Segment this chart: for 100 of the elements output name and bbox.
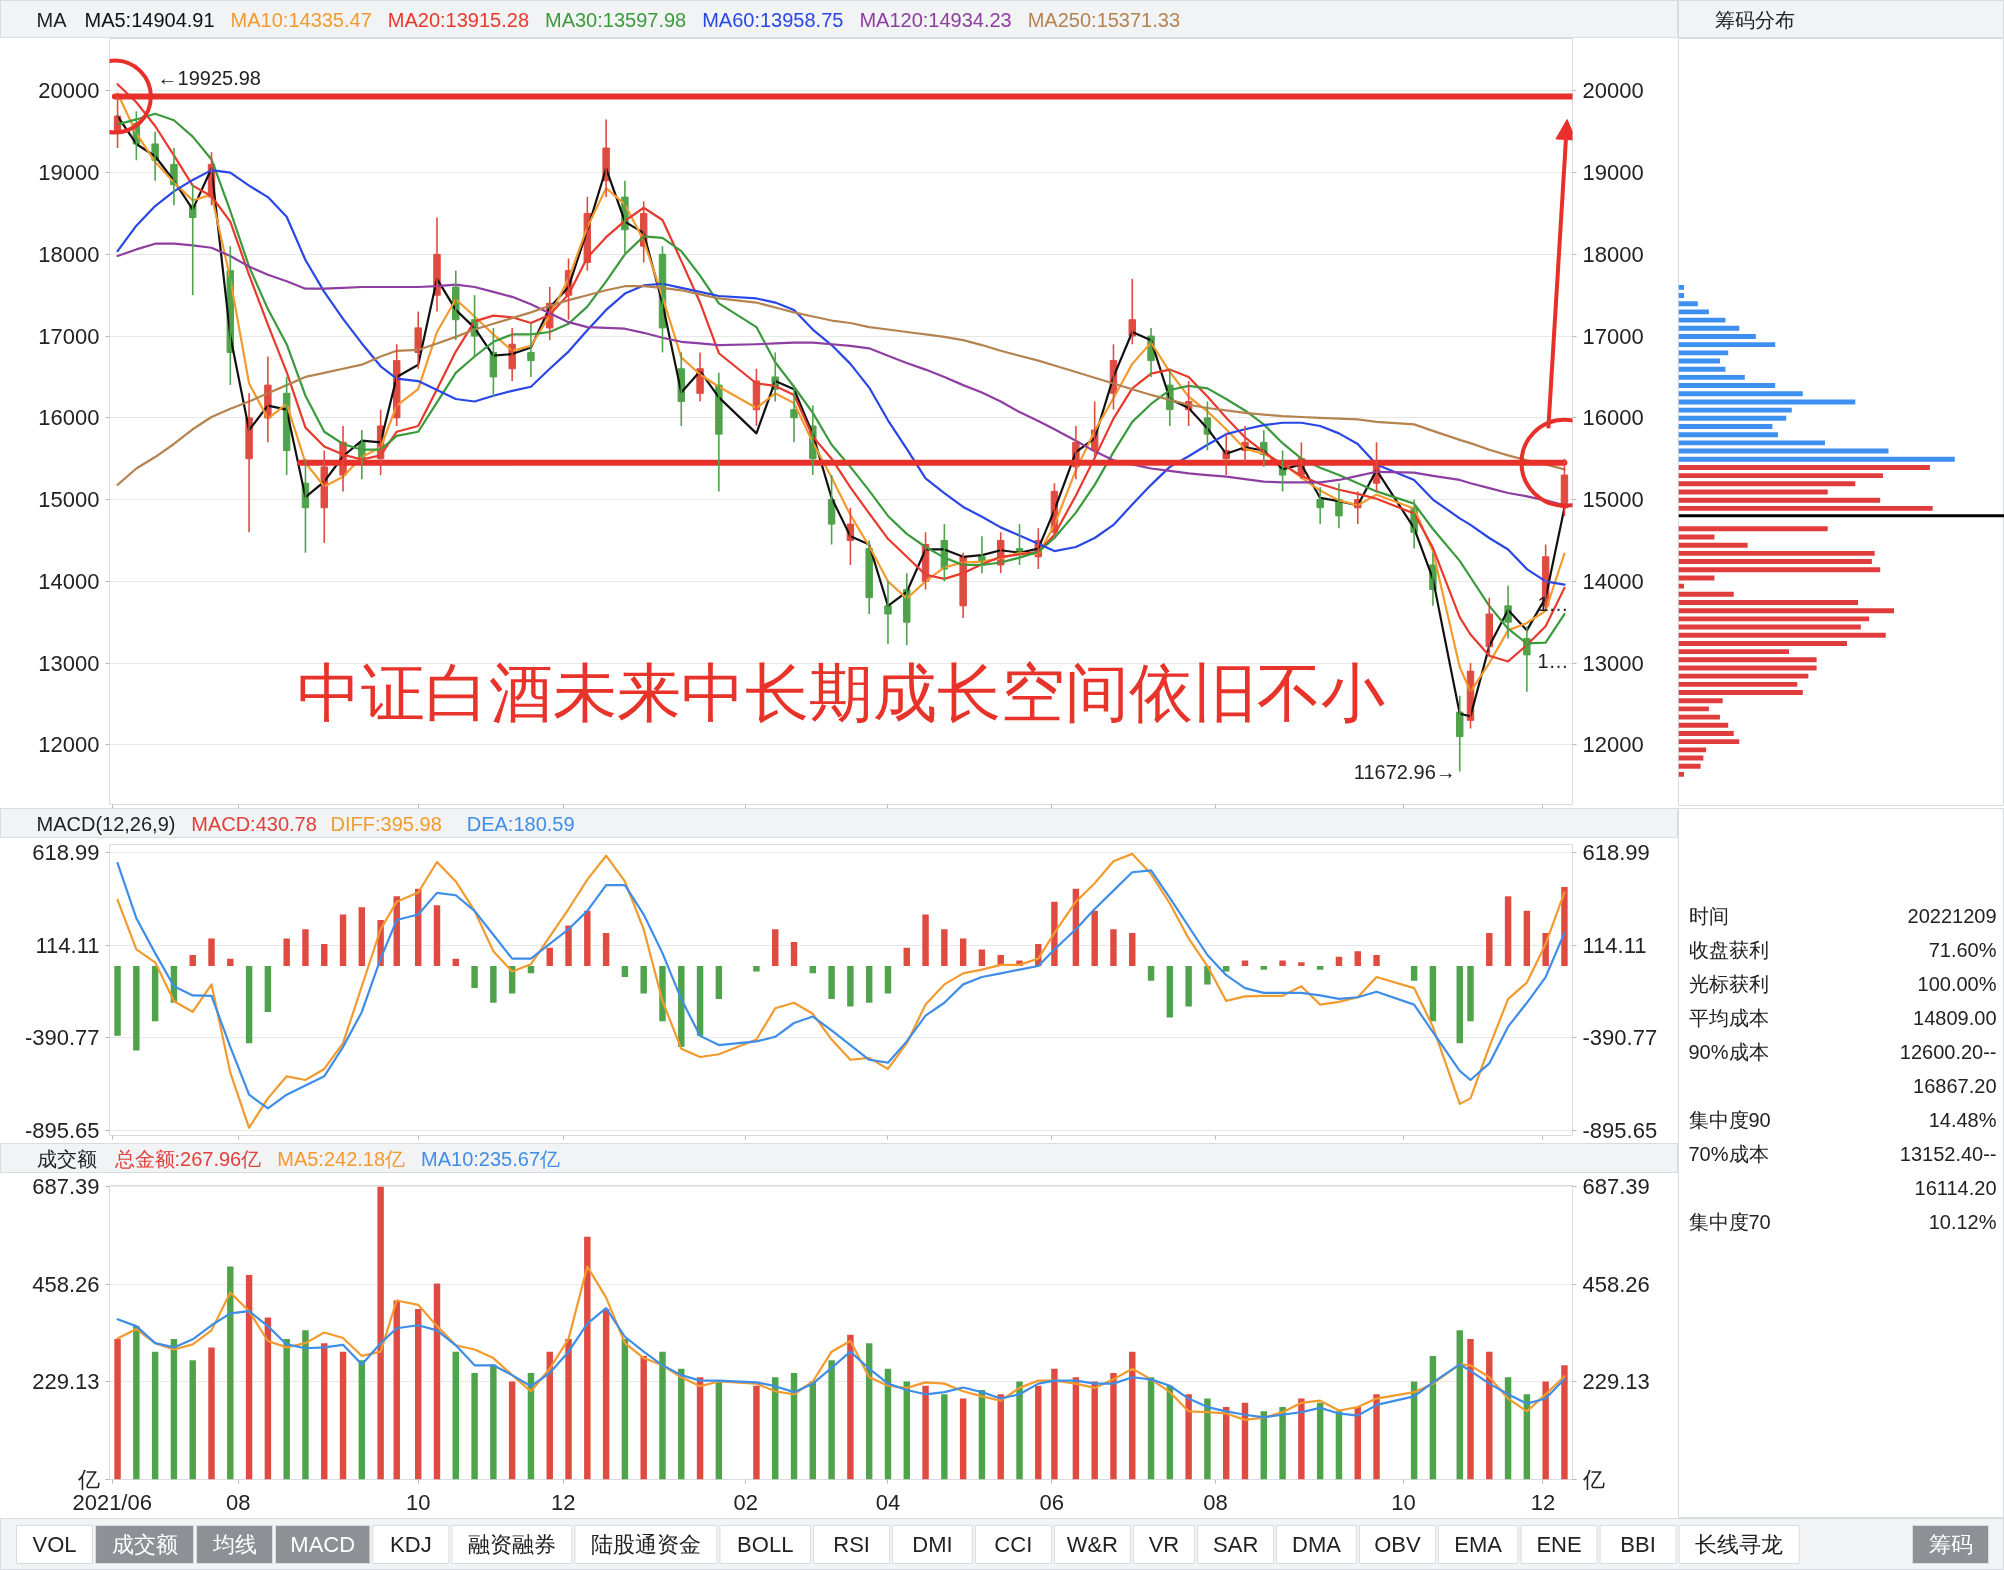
bar — [696, 966, 704, 1036]
bar — [565, 925, 572, 967]
bar — [1429, 966, 1437, 1022]
category-label: 融资融券 — [467, 1532, 556, 1557]
bar — [133, 966, 140, 1051]
bar — [753, 966, 760, 972]
bar — [922, 914, 929, 967]
bar — [847, 966, 854, 1007]
text: 12600.20-- — [1899, 1040, 1997, 1063]
bar — [1678, 383, 1776, 389]
bar — [828, 1360, 835, 1480]
bar — [1678, 464, 1930, 470]
bar — [1678, 690, 1803, 695]
bar — [358, 1360, 366, 1480]
bar — [321, 943, 328, 967]
bar — [1678, 649, 1790, 655]
bar — [1678, 366, 1726, 372]
bar — [1523, 910, 1531, 967]
bar — [1486, 1351, 1493, 1480]
text: MA5:242.18亿 — [277, 1147, 406, 1170]
bar — [1204, 1398, 1211, 1480]
bar — [1147, 1377, 1155, 1480]
x-tick-label: 12 — [1530, 1489, 1556, 1515]
bar — [1678, 698, 1723, 704]
text: 14809.00 — [1913, 1006, 1997, 1029]
bar — [1678, 374, 1745, 380]
bar — [471, 1372, 478, 1480]
bar — [1678, 432, 1778, 438]
bar — [1678, 391, 1803, 397]
category-label: 集中度90 — [1688, 1108, 1771, 1131]
annotation: 中证白酒未来中长期成长空间依旧不小 — [297, 657, 1385, 730]
line-series — [116, 1307, 1566, 1419]
bar — [1678, 342, 1776, 348]
bar — [1678, 657, 1817, 663]
text: MA5:14904.91 — [84, 8, 215, 31]
bar — [1373, 1394, 1380, 1480]
x-tick-label: 02 — [733, 1489, 758, 1515]
bar — [1110, 929, 1117, 967]
bar — [1678, 317, 1726, 323]
y-tick-label: -390.77 — [24, 1025, 100, 1051]
bar — [1678, 526, 1828, 532]
bar — [1678, 407, 1792, 413]
bar — [1678, 284, 1685, 290]
y-tick-label: 229.13 — [32, 1369, 100, 1395]
x-tick-label: 12 — [550, 1489, 576, 1515]
category-label: 陆股通资金 — [590, 1532, 701, 1557]
bar — [189, 1360, 196, 1480]
category-label: VR — [1148, 1532, 1180, 1557]
bar — [1678, 567, 1881, 573]
y2-tick-label: 亿 — [1581, 1467, 1605, 1492]
bar — [227, 1266, 234, 1480]
text: DEA:180.59 — [466, 812, 575, 835]
bar — [941, 929, 948, 967]
line-series — [116, 169, 1566, 586]
text: 100.00% — [1917, 972, 1997, 995]
series-label: DIFF:395.98 — [330, 812, 442, 835]
bar — [414, 1309, 422, 1480]
bar — [1241, 960, 1249, 967]
bar — [1678, 559, 1872, 565]
bar — [1129, 932, 1136, 967]
bar — [1678, 309, 1709, 315]
text: MA20:13915.28 — [387, 8, 530, 31]
y2-tick-label: -895.65 — [1582, 1118, 1658, 1144]
bar — [1260, 966, 1268, 970]
bar — [790, 942, 798, 967]
category-label: VOL — [32, 1532, 77, 1557]
bar — [1298, 962, 1305, 967]
bar — [227, 958, 234, 967]
y-tick-label: 13000 — [38, 650, 100, 676]
bar — [602, 932, 610, 967]
x-tick-label: 08 — [1203, 1489, 1228, 1515]
bar — [471, 966, 478, 989]
category-label: 90%成本 — [1688, 1040, 1769, 1063]
bar — [828, 966, 835, 1000]
y2-tick-label: 229.13 — [1582, 1369, 1650, 1395]
bar — [1456, 1330, 1463, 1480]
bar — [339, 914, 347, 967]
bar — [133, 1326, 140, 1480]
y2-tick-label: 458.26 — [1582, 1271, 1650, 1297]
bar — [1678, 448, 1889, 454]
bar — [602, 1309, 610, 1480]
bar — [715, 1381, 723, 1480]
bar — [941, 1394, 948, 1480]
bar — [1678, 739, 1740, 745]
x-tick-label: 08 — [226, 1489, 251, 1515]
bar — [1091, 1381, 1098, 1480]
bar — [433, 1283, 441, 1480]
bar — [1678, 616, 1870, 622]
category-label: 成交额 — [111, 1532, 178, 1557]
bar — [772, 929, 779, 967]
bar — [339, 1351, 347, 1480]
y-tick-label: 亿 — [76, 1467, 100, 1492]
y2-tick-label: 12000 — [1582, 732, 1644, 758]
text: MA10:235.67亿 — [421, 1147, 561, 1170]
bar — [1678, 415, 1787, 421]
bar — [865, 966, 873, 1003]
bar — [546, 947, 553, 967]
category-label: SAR — [1213, 1532, 1259, 1557]
y-tick-label: 618.99 — [32, 839, 100, 865]
bar — [1678, 325, 1740, 331]
